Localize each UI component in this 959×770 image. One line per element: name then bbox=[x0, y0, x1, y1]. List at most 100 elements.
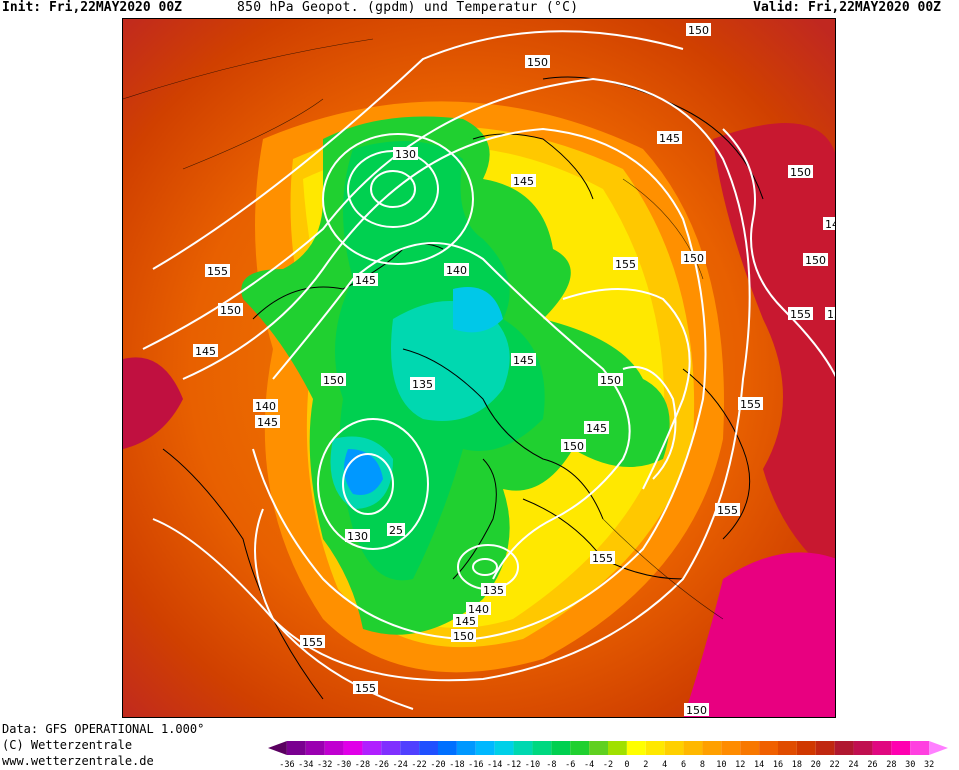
contour-label: 145 bbox=[511, 353, 536, 367]
svg-text:135: 135 bbox=[412, 378, 433, 391]
legend-tick: -30 bbox=[336, 760, 351, 769]
legend-tick: 28 bbox=[886, 760, 896, 769]
legend-tick: 12 bbox=[735, 760, 745, 769]
legend-tick: -4 bbox=[584, 760, 594, 769]
legend-tick: 18 bbox=[792, 760, 802, 769]
svg-text:140: 140 bbox=[468, 603, 489, 616]
legend-swatch bbox=[494, 741, 514, 755]
legend-swatch bbox=[343, 741, 363, 755]
contour-label: 155 bbox=[353, 681, 378, 695]
svg-text:140: 140 bbox=[255, 400, 276, 413]
website-url: www.wetterzentrale.de bbox=[2, 754, 154, 768]
legend-swatch bbox=[929, 741, 948, 755]
legend-swatch bbox=[438, 741, 457, 755]
svg-text:155: 155 bbox=[717, 504, 738, 517]
contour-label: 150 bbox=[561, 439, 586, 453]
svg-text:150: 150 bbox=[686, 704, 707, 717]
svg-text:145: 145 bbox=[659, 132, 680, 145]
legend-swatch bbox=[645, 741, 665, 755]
legend-swatch bbox=[683, 741, 703, 755]
contour-label: 155 bbox=[590, 551, 615, 565]
legend-swatch bbox=[778, 741, 797, 755]
geopotential-contours bbox=[142, 30, 835, 710]
legend-swatch bbox=[419, 741, 438, 755]
contour-label: 150 bbox=[803, 253, 828, 267]
legend-swatch bbox=[362, 741, 382, 755]
svg-text:150: 150 bbox=[827, 308, 836, 321]
svg-text:155: 155 bbox=[355, 682, 376, 695]
svg-text:155: 155 bbox=[740, 398, 761, 411]
legend-tick: -36 bbox=[279, 760, 294, 769]
legend-swatch bbox=[815, 741, 835, 755]
legend-tick: 20 bbox=[811, 760, 821, 769]
contour-label: 150 bbox=[684, 703, 709, 717]
temperature-legend: -36 -34 -32 -30 -28 -26 -24 -22 -20 -18 -16 -14 -12-… bbox=[268, 741, 948, 769]
legend-swatch bbox=[305, 741, 325, 755]
legend-swatch bbox=[759, 741, 778, 755]
legend-swatch bbox=[324, 741, 344, 755]
legend-tick: 6 bbox=[681, 760, 686, 769]
svg-text:155: 155 bbox=[615, 258, 636, 271]
legend-tick: -32 bbox=[317, 760, 332, 769]
svg-text:145: 145 bbox=[513, 354, 534, 367]
legend-tick: -12 bbox=[506, 760, 521, 769]
contour-label: 150 bbox=[686, 23, 711, 37]
legend-swatch bbox=[589, 741, 608, 755]
svg-text:145: 145 bbox=[455, 615, 476, 628]
legend-swatch bbox=[872, 741, 892, 755]
contour-label: 155 bbox=[715, 503, 740, 517]
svg-text:130: 130 bbox=[395, 148, 416, 161]
legend-swatch bbox=[400, 741, 420, 755]
legend-swatch bbox=[853, 741, 873, 755]
svg-text:155: 155 bbox=[790, 308, 811, 321]
legend-swatch bbox=[570, 741, 590, 755]
legend-swatch bbox=[456, 741, 476, 755]
svg-text:150: 150 bbox=[790, 166, 811, 179]
legend-swatch bbox=[740, 741, 760, 755]
svg-text:130: 130 bbox=[347, 530, 368, 543]
svg-text:25: 25 bbox=[389, 524, 403, 537]
svg-text:14: 14 bbox=[825, 218, 836, 231]
legend-swatch bbox=[702, 741, 722, 755]
svg-text:155: 155 bbox=[207, 265, 228, 278]
svg-text:135: 135 bbox=[483, 584, 504, 597]
contour-label: 145 bbox=[193, 344, 218, 358]
legend-tick: 4 bbox=[662, 760, 667, 769]
legend-swatch bbox=[910, 741, 930, 755]
legend-tick: -10 bbox=[525, 760, 540, 769]
contour-label: 140 bbox=[253, 399, 278, 413]
legend-swatch bbox=[381, 741, 401, 755]
legend-swatch bbox=[626, 741, 646, 755]
contour-label: 130 bbox=[345, 529, 370, 543]
legend-tick: 22 bbox=[830, 760, 840, 769]
contour-label: 145 bbox=[657, 131, 682, 145]
contour-label: 150 bbox=[825, 307, 836, 321]
valid-time: Valid: Fri,22MAY2020 00Z bbox=[753, 0, 941, 15]
legend-tick: 2 bbox=[643, 760, 648, 769]
legend-swatch bbox=[513, 741, 533, 755]
svg-text:150: 150 bbox=[220, 304, 241, 317]
legend-tick: -16 bbox=[468, 760, 483, 769]
legend-swatch bbox=[532, 741, 552, 755]
contour-label: 150 bbox=[321, 373, 346, 387]
weather-map: 1501501301451451501501415515015514514015… bbox=[122, 18, 836, 718]
svg-text:150: 150 bbox=[683, 252, 704, 265]
legend-tick: 16 bbox=[773, 760, 783, 769]
legend-tick: -22 bbox=[411, 760, 426, 769]
contour-label: 145 bbox=[584, 421, 609, 435]
svg-text:145: 145 bbox=[586, 422, 607, 435]
legend-swatch bbox=[664, 741, 684, 755]
contour-label: 155 bbox=[300, 635, 325, 649]
contour-label: 150 bbox=[218, 303, 243, 317]
copyright: (C) Wetterzentrale bbox=[2, 738, 133, 752]
legend-tick: 32 bbox=[924, 760, 934, 769]
contour-label: 155 bbox=[205, 264, 230, 278]
legend-tick: 24 bbox=[848, 760, 858, 769]
legend-tick: 14 bbox=[754, 760, 764, 769]
legend-swatch bbox=[608, 741, 627, 755]
legend-tick: 30 bbox=[905, 760, 915, 769]
legend-swatch bbox=[796, 741, 816, 755]
contour-label: 150 bbox=[598, 373, 623, 387]
svg-text:145: 145 bbox=[513, 175, 534, 188]
legend-tick: -34 bbox=[298, 760, 313, 769]
